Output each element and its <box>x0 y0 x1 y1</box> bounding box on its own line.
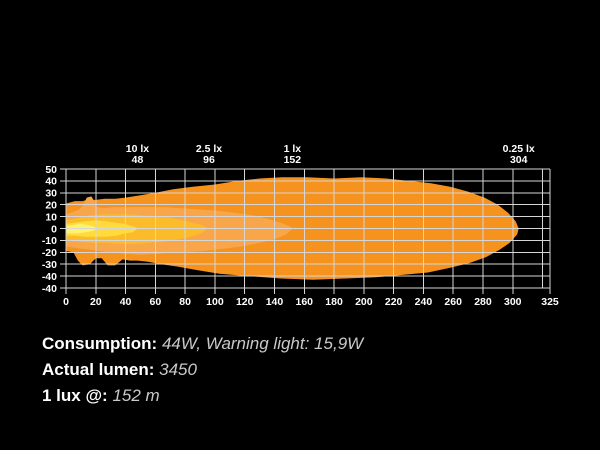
y-axis-label: 40 <box>45 176 57 188</box>
x-axis-label: 300 <box>504 296 522 308</box>
spec-consumption: Consumption: 44W, Warning light: 15,9W <box>42 331 363 357</box>
lux-marker-distance: 152 <box>284 154 302 166</box>
x-axis-labels: 0 20 40 60 80 100 120 140 160 180 200 220 240 260 280 3… <box>63 296 559 308</box>
y-axis-label: -40 <box>42 283 57 295</box>
x-axis-label: 200 <box>355 296 373 308</box>
y-axis-label: 20 <box>45 200 57 212</box>
x-axis-label: 120 <box>236 296 254 308</box>
x-axis-label: 325 <box>541 296 559 308</box>
y-axis-label: -10 <box>42 235 57 247</box>
lux-marker-distance: 48 <box>132 154 144 166</box>
y-axis-label: -40 <box>42 271 57 283</box>
x-axis-label: 20 <box>90 296 102 308</box>
lux-marker-lux: 1 lx <box>284 143 302 155</box>
y-axis-label: -20 <box>42 247 57 259</box>
x-axis-label: 280 <box>474 296 492 308</box>
x-axis-label: 180 <box>325 296 343 308</box>
y-axis-label: 30 <box>45 188 57 200</box>
x-axis-label: 80 <box>179 296 191 308</box>
specs-block: Consumption: 44W, Warning light: 15,9W A… <box>42 331 363 409</box>
lux-marker-lux: 2.5 lx <box>196 143 222 155</box>
x-axis-label: 220 <box>385 296 403 308</box>
x-axis-label: 260 <box>444 296 462 308</box>
consumption-label: Consumption: <box>42 334 158 353</box>
x-axis-label: 100 <box>206 296 224 308</box>
lux-marker-lux: 0.25 lx <box>503 143 535 155</box>
lumen-value: 3450 <box>159 360 197 379</box>
y-axis-label: 50 <box>45 164 57 176</box>
consumption-value: 44W, Warning light: 15,9W <box>161 334 364 353</box>
axis-ticks <box>60 168 551 294</box>
lux-marker-lux: 10 lx <box>126 143 150 155</box>
spec-actual-lumen: Actual lumen: 3450 <box>42 357 363 383</box>
x-axis-label: 160 <box>296 296 314 308</box>
x-axis-label: 0 <box>63 296 69 308</box>
lumen-label: Actual lumen: <box>42 360 155 379</box>
spec-one-lux-distance: 1 lux @: 152 m <box>42 383 363 409</box>
x-axis-label: 240 <box>415 296 433 308</box>
y-axis-label: 0 <box>51 223 57 235</box>
x-axis-label: 60 <box>150 296 162 308</box>
y-axis-label: 10 <box>45 211 57 223</box>
x-axis-label: 140 <box>266 296 284 308</box>
one-lux-label: 1 lux @: <box>42 386 108 405</box>
grid-lines <box>65 168 551 289</box>
lux-marker-distance: 96 <box>203 154 215 166</box>
y-axis-label: -30 <box>42 259 57 271</box>
x-axis-label: 40 <box>120 296 132 308</box>
lux-marker-distance: 304 <box>510 154 528 166</box>
one-lux-value: 152 m <box>112 386 160 405</box>
